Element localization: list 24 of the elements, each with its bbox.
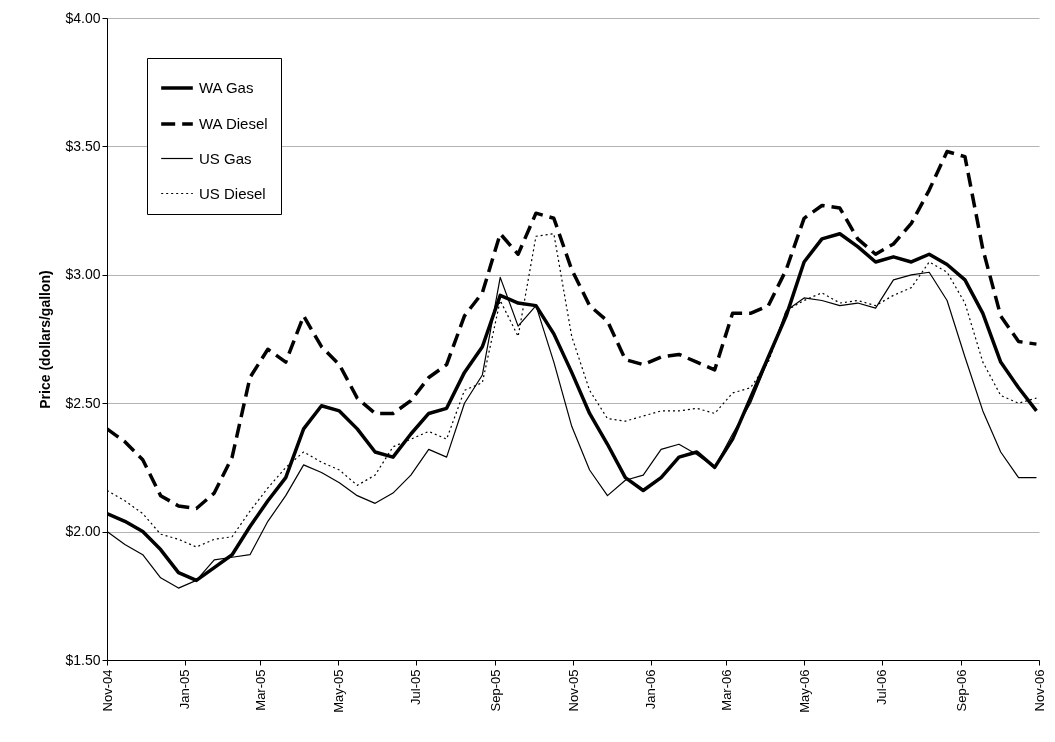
legend-label: WA Diesel — [199, 115, 268, 132]
x-tick-label: Nov-04 — [99, 669, 115, 712]
x-tick-label: May-06 — [796, 669, 812, 713]
x-tick-label: Nov-05 — [565, 669, 581, 712]
legend-label: US Diesel — [199, 184, 266, 202]
y-tick-label: $2.00 — [65, 523, 101, 540]
y-tick-label: $3.00 — [65, 266, 101, 283]
y-tick-label: $1.50 — [65, 651, 101, 668]
x-tick-label: Mar-05 — [252, 669, 268, 711]
x-tick-label: Jan-06 — [643, 669, 659, 710]
x-tick-label: Jan-05 — [177, 669, 193, 710]
legend-label: WA Gas — [199, 79, 254, 96]
x-tick-label: Jul-05 — [408, 669, 424, 705]
x-tick-label: Nov-06 — [1031, 669, 1047, 712]
y-tick-label: $3.50 — [65, 137, 101, 154]
x-tick-label: Sep-05 — [487, 669, 503, 712]
y-tick-label: $4.00 — [65, 9, 101, 26]
x-tick-label: May-05 — [330, 669, 346, 713]
x-tick-label: Sep-06 — [953, 669, 969, 712]
x-tick-label: Mar-06 — [718, 669, 734, 711]
y-axis-title: Price (dollars/gallon) — [37, 270, 54, 409]
y-tick-label: $2.50 — [65, 394, 101, 411]
x-tick-label: Jul-06 — [874, 669, 890, 705]
legend-label: US Gas — [199, 149, 252, 167]
